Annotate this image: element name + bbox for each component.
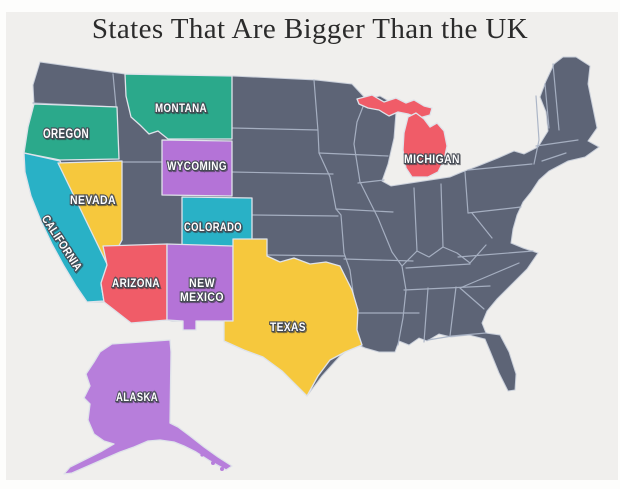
state-label-texas: TEXAS <box>270 320 306 334</box>
highlighted-states <box>23 73 448 475</box>
alaska-islands <box>200 453 224 471</box>
state-label-oregon: OREGON <box>43 126 89 141</box>
state-label-wyoming: WYCOMING <box>167 159 227 173</box>
state-shape-montana <box>124 73 233 140</box>
state-shape-alaska <box>63 339 233 475</box>
state-borders <box>32 63 579 346</box>
state-shape-oregon <box>23 103 120 161</box>
state-shape-wyoming <box>161 139 233 197</box>
state-label-nevada: NEVADA <box>70 193 116 207</box>
state-label-michigan: MICHIGAN <box>404 152 460 166</box>
state-labels: OREGON MONTANA CALIFORNIA NEVADA WYCOMIN… <box>38 100 461 405</box>
state-shape-texas <box>223 238 363 397</box>
state-label-new-mexico-line2: MEXICO <box>180 290 224 304</box>
state-shape-michigan-upper <box>356 94 433 119</box>
state-label-new-mexico-line1: NEW <box>189 276 215 290</box>
state-label-alaska: ALASKA <box>116 390 158 404</box>
state-label-arizona: ARIZONA <box>112 276 160 290</box>
state-shape-michigan-lower <box>402 112 448 178</box>
state-label-colorado: COLORADO <box>184 220 242 234</box>
state-label-montana: MONTANA <box>155 101 207 115</box>
state-shape-nevada <box>57 160 123 267</box>
page-title: States That Are Bigger Than the UK <box>91 13 529 45</box>
